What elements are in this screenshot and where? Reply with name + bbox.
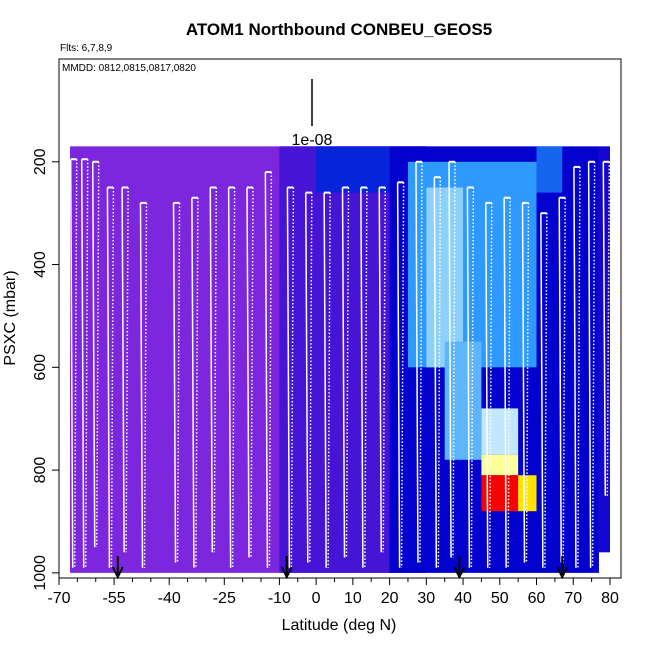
x-axis-label: Latitude (deg N) [282,617,397,634]
x-tick-label: 60 [528,590,546,607]
profile-descent-1 [80,159,85,568]
arrow-marker-0 [111,556,124,580]
profile-ascent-13 [309,192,313,563]
scale-bar-label: 1e-08 [292,132,333,149]
y-tick-label: 800 [32,457,49,484]
x-tick-label: 80 [601,590,619,607]
profile-ascent-21 [452,161,456,558]
profile-ascent-16 [364,187,368,568]
profile-descent-8 [209,187,214,553]
x-tick-label: 50 [491,590,509,607]
y-tick-label: 400 [32,251,49,278]
x-tick-label: 0 [312,590,321,607]
profile-ascent-1 [84,159,89,568]
heatmap-cell-11 [518,475,537,512]
profile-ascent-24 [507,197,511,568]
heatmap-cell-5 [426,187,464,368]
y-axis: 200 400 600 800 1000 [32,148,60,591]
profile-descent-30 [602,161,607,496]
profile-ascent-29 [591,161,596,568]
profile-ascent-6 [176,202,181,563]
profile-descent-20 [433,177,438,568]
profile-descent-29 [587,161,592,568]
x-tick-label: 10 [344,590,362,607]
profile-descent-27 [558,197,562,563]
profile-descent-4 [121,187,125,553]
profile-ascent-8 [213,187,218,553]
profile-ascent-18 [400,182,405,568]
profile-ascent-14 [327,192,331,568]
y-tick-label: 1000 [32,555,49,591]
profile-descent-5 [139,202,144,568]
y-axis-label: PSXC (mbar) [2,270,19,365]
x-tick-label: -40 [158,590,181,607]
profile-descent-6 [172,202,177,563]
profile-descent-0 [69,159,74,568]
profile-descent-16 [360,187,364,568]
chart-title: ATOM1 Northbound CONBEU_GEOS5 [186,20,492,39]
x-tick-label: 70 [564,590,582,607]
profile-descent-28 [573,166,577,568]
profile-ascent-4 [125,187,129,553]
profile-descent-2 [91,161,96,548]
profile-descent-24 [503,197,507,568]
flights-note: Flts: 6,7,8,9 [60,43,113,54]
profile-descent-10 [246,187,250,558]
profile-ascent-10 [250,187,254,558]
heatmap-layer [70,146,610,573]
profile-ascent-2 [95,161,100,548]
profile-ascent-11 [268,172,273,568]
x-axis: -70 -55 -40 -25 -10 0 10 20 30 40 50 60 70 80 [47,577,621,607]
profile-descent-17 [378,187,382,553]
profile-descent-14 [323,192,327,568]
profile-ascent-26 [544,213,548,568]
profile-descent-12 [286,187,291,568]
arrow-marker-3 [556,556,569,580]
profile-ascent-12 [290,187,295,568]
profile-ascent-27 [562,197,566,563]
arrow-marker-2 [453,556,466,580]
profile-ascent-23 [489,202,493,568]
profile-ascent-7 [195,197,199,568]
y-tick-label: 200 [32,148,49,175]
profile-descent-22 [466,187,471,568]
profile-ascent-22 [470,187,475,568]
profile-descent-23 [485,202,489,568]
heatmap-cell-6 [536,146,563,193]
profile-descent-25 [521,202,526,563]
profile-ascent-28 [577,166,581,568]
profile-ascent-25 [525,202,530,563]
profile-descent-7 [191,197,195,568]
profile-descent-3 [106,187,111,568]
x-tick-label: -25 [213,590,236,607]
flight-profiles-layer [69,158,611,568]
profile-descent-26 [540,213,544,568]
profile-ascent-9 [231,187,236,568]
dates-note: MMDD: 0812,0815,0817,0820 [62,63,196,74]
profile-ascent-5 [143,202,148,568]
x-tick-label: 20 [381,590,399,607]
x-tick-label: -10 [268,590,291,607]
profile-descent-13 [305,192,309,563]
profile-ascent-17 [382,187,386,553]
arrow-markers-layer [111,556,569,580]
y-tick-label: 600 [32,354,49,381]
profile-descent-18 [396,182,401,568]
profile-descent-11 [264,172,269,568]
profile-descent-9 [227,187,232,568]
arrow-marker-1 [280,556,293,580]
profile-descent-21 [448,161,452,558]
profile-ascent-0 [73,159,78,568]
profile-descent-19 [415,161,419,563]
x-tick-label: 30 [417,590,435,607]
x-tick-label: -55 [103,590,126,607]
profile-ascent-19 [419,161,423,563]
profile-ascent-3 [110,187,115,568]
x-tick-label: 40 [454,590,472,607]
x-tick-label: -70 [47,590,70,607]
profile-ascent-15 [345,187,350,558]
profile-descent-15 [341,187,346,558]
heatmap-cell-2 [316,146,390,193]
